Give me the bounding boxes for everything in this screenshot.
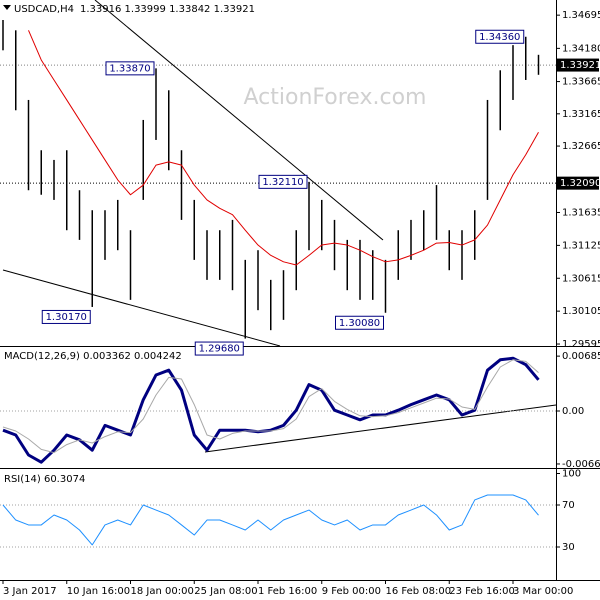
x-tick-label: 3 Mar 00:00 (513, 586, 573, 597)
price-label: 1.33921 (560, 60, 600, 71)
y-tick-label: 70 (562, 500, 575, 511)
trendline (204, 404, 557, 453)
price-label-box (557, 58, 599, 72)
annotation-label: 1.29680 (199, 344, 240, 355)
annotation-box (475, 29, 525, 44)
y-tick-label: 1.32665 (562, 141, 600, 152)
x-tick-label: 10 Jan 16:00 (67, 586, 130, 597)
chart-title: USDCAD,H4 (14, 4, 74, 15)
y-tick-label: 1.30105 (562, 306, 600, 317)
x-tick-label: 1 Feb 16:00 (258, 586, 317, 597)
x-tick-label: 9 Feb 00:00 (322, 586, 381, 597)
indicator-line (2, 359, 539, 454)
annotation-label: 1.30170 (46, 312, 87, 323)
x-tick-label: 25 Jan 08:00 (194, 586, 257, 597)
y-tick-label: 1.31635 (562, 207, 600, 218)
moving-average (28, 30, 539, 266)
annotation-label: 1.32110 (262, 177, 303, 188)
collapse-icon (3, 5, 11, 10)
y-tick-label: 1.34180 (562, 43, 600, 54)
y-tick-label: 30 (562, 542, 575, 553)
annotation-label: 1.34360 (479, 32, 520, 43)
y-tick-label: 100 (562, 469, 581, 480)
annotation-box (335, 315, 384, 330)
annotation-label: 1.30080 (339, 318, 380, 329)
trendline (2, 269, 281, 347)
annotation-label: 1.33870 (109, 63, 150, 74)
y-tick-label: 1.30615 (562, 273, 600, 284)
trendline (94, 0, 384, 241)
y-tick-label: 1.29595 (562, 339, 600, 350)
y-tick-label: 1.33665 (562, 77, 600, 88)
annotation-box (105, 61, 155, 76)
y-tick-label: 1.31125 (562, 240, 600, 251)
watermark: ActionForex.com (244, 85, 427, 110)
y-tick-label: 1.33165 (562, 109, 600, 120)
panel-title: MACD(12,26,9) 0.003362 0.004242 (4, 351, 182, 362)
y-tick-label: -0.00662 (562, 459, 600, 470)
indicator-line (2, 494, 539, 546)
price-label: 1.32090 (560, 178, 600, 189)
indicator-line (2, 356, 540, 464)
annotation-box (258, 174, 308, 189)
annotation-box (194, 341, 244, 356)
x-tick-label: 3 Jan 2017 (3, 586, 57, 597)
x-tick-label: 16 Feb 08:00 (386, 586, 452, 597)
price-label-box (557, 176, 599, 190)
annotation-box (41, 309, 91, 324)
panel-title: RSI(14) 60.3074 (4, 474, 85, 485)
x-tick-label: 23 Feb 16:00 (449, 586, 515, 597)
x-tick-label: 18 Jan 00:00 (131, 586, 194, 597)
y-tick-label: 0.00 (562, 406, 584, 417)
y-tick-label: 0.006859 (562, 351, 600, 362)
y-tick-label: 1.34695 (562, 10, 600, 21)
chart-subtitle: 1.33916 1.33999 1.33842 1.33921 (80, 4, 255, 15)
